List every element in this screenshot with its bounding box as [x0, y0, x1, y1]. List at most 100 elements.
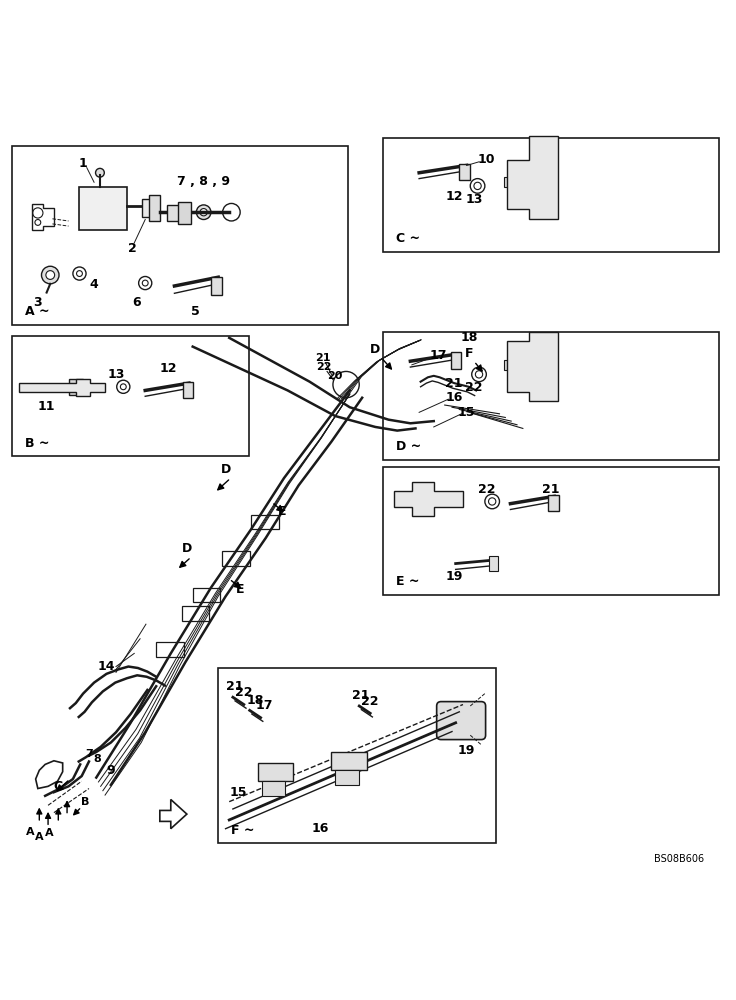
Bar	[222, 551, 250, 566]
Bar	[450, 352, 461, 369]
Bar	[149, 195, 160, 221]
Text: 9: 9	[107, 764, 116, 777]
Polygon shape	[19, 379, 105, 396]
Text: 8: 8	[94, 754, 102, 764]
Text: D: D	[221, 463, 230, 476]
Bar	[12, 146, 347, 325]
Text: 17: 17	[429, 349, 447, 362]
Text: E: E	[278, 505, 287, 518]
Circle shape	[94, 201, 109, 215]
Bar	[528, 349, 556, 365]
Polygon shape	[394, 482, 463, 516]
Bar	[183, 382, 194, 398]
Text: BS08B606: BS08B606	[654, 854, 704, 864]
Text: D: D	[182, 542, 192, 555]
Bar	[504, 177, 512, 187]
Text: B ~: B ~	[25, 437, 49, 450]
Text: 22: 22	[478, 483, 495, 496]
Text: F ~: F ~	[231, 824, 255, 837]
Bar	[258, 763, 294, 781]
Bar	[504, 360, 512, 370]
Bar	[331, 752, 367, 770]
Text: 1: 1	[79, 157, 88, 170]
Bar	[141, 199, 155, 217]
Text: 21: 21	[226, 680, 244, 693]
Text: 19: 19	[458, 744, 475, 757]
Text: 22: 22	[235, 686, 252, 699]
Text: 16: 16	[445, 391, 463, 404]
Text: 17: 17	[255, 699, 273, 712]
Bar	[156, 642, 184, 657]
Text: A ~: A ~	[25, 305, 49, 318]
Text: 21: 21	[542, 483, 559, 496]
Bar	[219, 668, 496, 843]
Bar	[528, 191, 556, 209]
Text: 21: 21	[352, 689, 369, 702]
Text: 22: 22	[316, 362, 332, 372]
Bar	[12, 336, 249, 456]
Text: 3: 3	[33, 296, 41, 309]
Bar	[383, 332, 718, 460]
Text: B: B	[81, 797, 90, 807]
Bar	[262, 781, 286, 796]
Text: 12: 12	[445, 190, 463, 203]
Text: 14: 14	[98, 660, 116, 673]
Text: 4: 4	[90, 278, 99, 291]
Text: F: F	[464, 347, 473, 360]
Text: 15: 15	[229, 786, 247, 799]
Text: E ~: E ~	[396, 575, 420, 588]
Text: 13: 13	[465, 193, 483, 206]
Bar	[383, 467, 718, 595]
Bar	[251, 515, 279, 529]
Text: D: D	[370, 343, 381, 356]
Text: 11: 11	[38, 400, 55, 413]
Text: 13: 13	[107, 368, 124, 381]
Circle shape	[223, 203, 240, 221]
Text: 18: 18	[246, 694, 263, 707]
Bar	[528, 164, 556, 182]
Text: C: C	[53, 780, 62, 793]
Circle shape	[41, 266, 59, 284]
Text: 21: 21	[315, 353, 330, 363]
Bar	[411, 491, 423, 507]
Polygon shape	[507, 332, 558, 401]
Text: 16: 16	[312, 822, 329, 835]
Text: 19: 19	[445, 570, 463, 583]
Bar	[548, 495, 559, 511]
Polygon shape	[507, 136, 558, 219]
Text: 22: 22	[465, 381, 483, 394]
Text: 6: 6	[132, 296, 141, 309]
Circle shape	[197, 205, 211, 220]
Bar	[489, 556, 498, 571]
Text: 15: 15	[458, 406, 475, 419]
Text: A: A	[26, 827, 35, 837]
Text: 7: 7	[85, 749, 93, 759]
Bar	[528, 376, 556, 392]
Text: A: A	[45, 828, 54, 838]
Polygon shape	[160, 799, 187, 829]
Bar	[211, 277, 222, 295]
Bar	[335, 770, 358, 785]
Text: 20: 20	[328, 371, 343, 381]
FancyBboxPatch shape	[436, 702, 486, 740]
Text: 7 , 8 , 9: 7 , 8 , 9	[177, 175, 230, 188]
Bar	[182, 606, 210, 621]
Text: 2: 2	[128, 242, 137, 255]
Text: C ~: C ~	[396, 232, 420, 245]
Bar	[193, 588, 221, 602]
Circle shape	[46, 271, 54, 279]
Text: 18: 18	[460, 331, 478, 344]
Circle shape	[96, 168, 105, 177]
Bar	[459, 164, 470, 180]
Bar	[68, 379, 83, 395]
Text: 12: 12	[160, 362, 177, 375]
Text: 5: 5	[191, 305, 199, 318]
Bar	[178, 202, 191, 224]
Text: E: E	[236, 583, 244, 596]
Text: 22: 22	[361, 695, 378, 708]
Text: 10: 10	[478, 153, 495, 166]
Bar	[383, 138, 718, 252]
Text: 21: 21	[445, 377, 463, 390]
Bar	[167, 205, 182, 221]
Text: D ~: D ~	[396, 440, 421, 453]
